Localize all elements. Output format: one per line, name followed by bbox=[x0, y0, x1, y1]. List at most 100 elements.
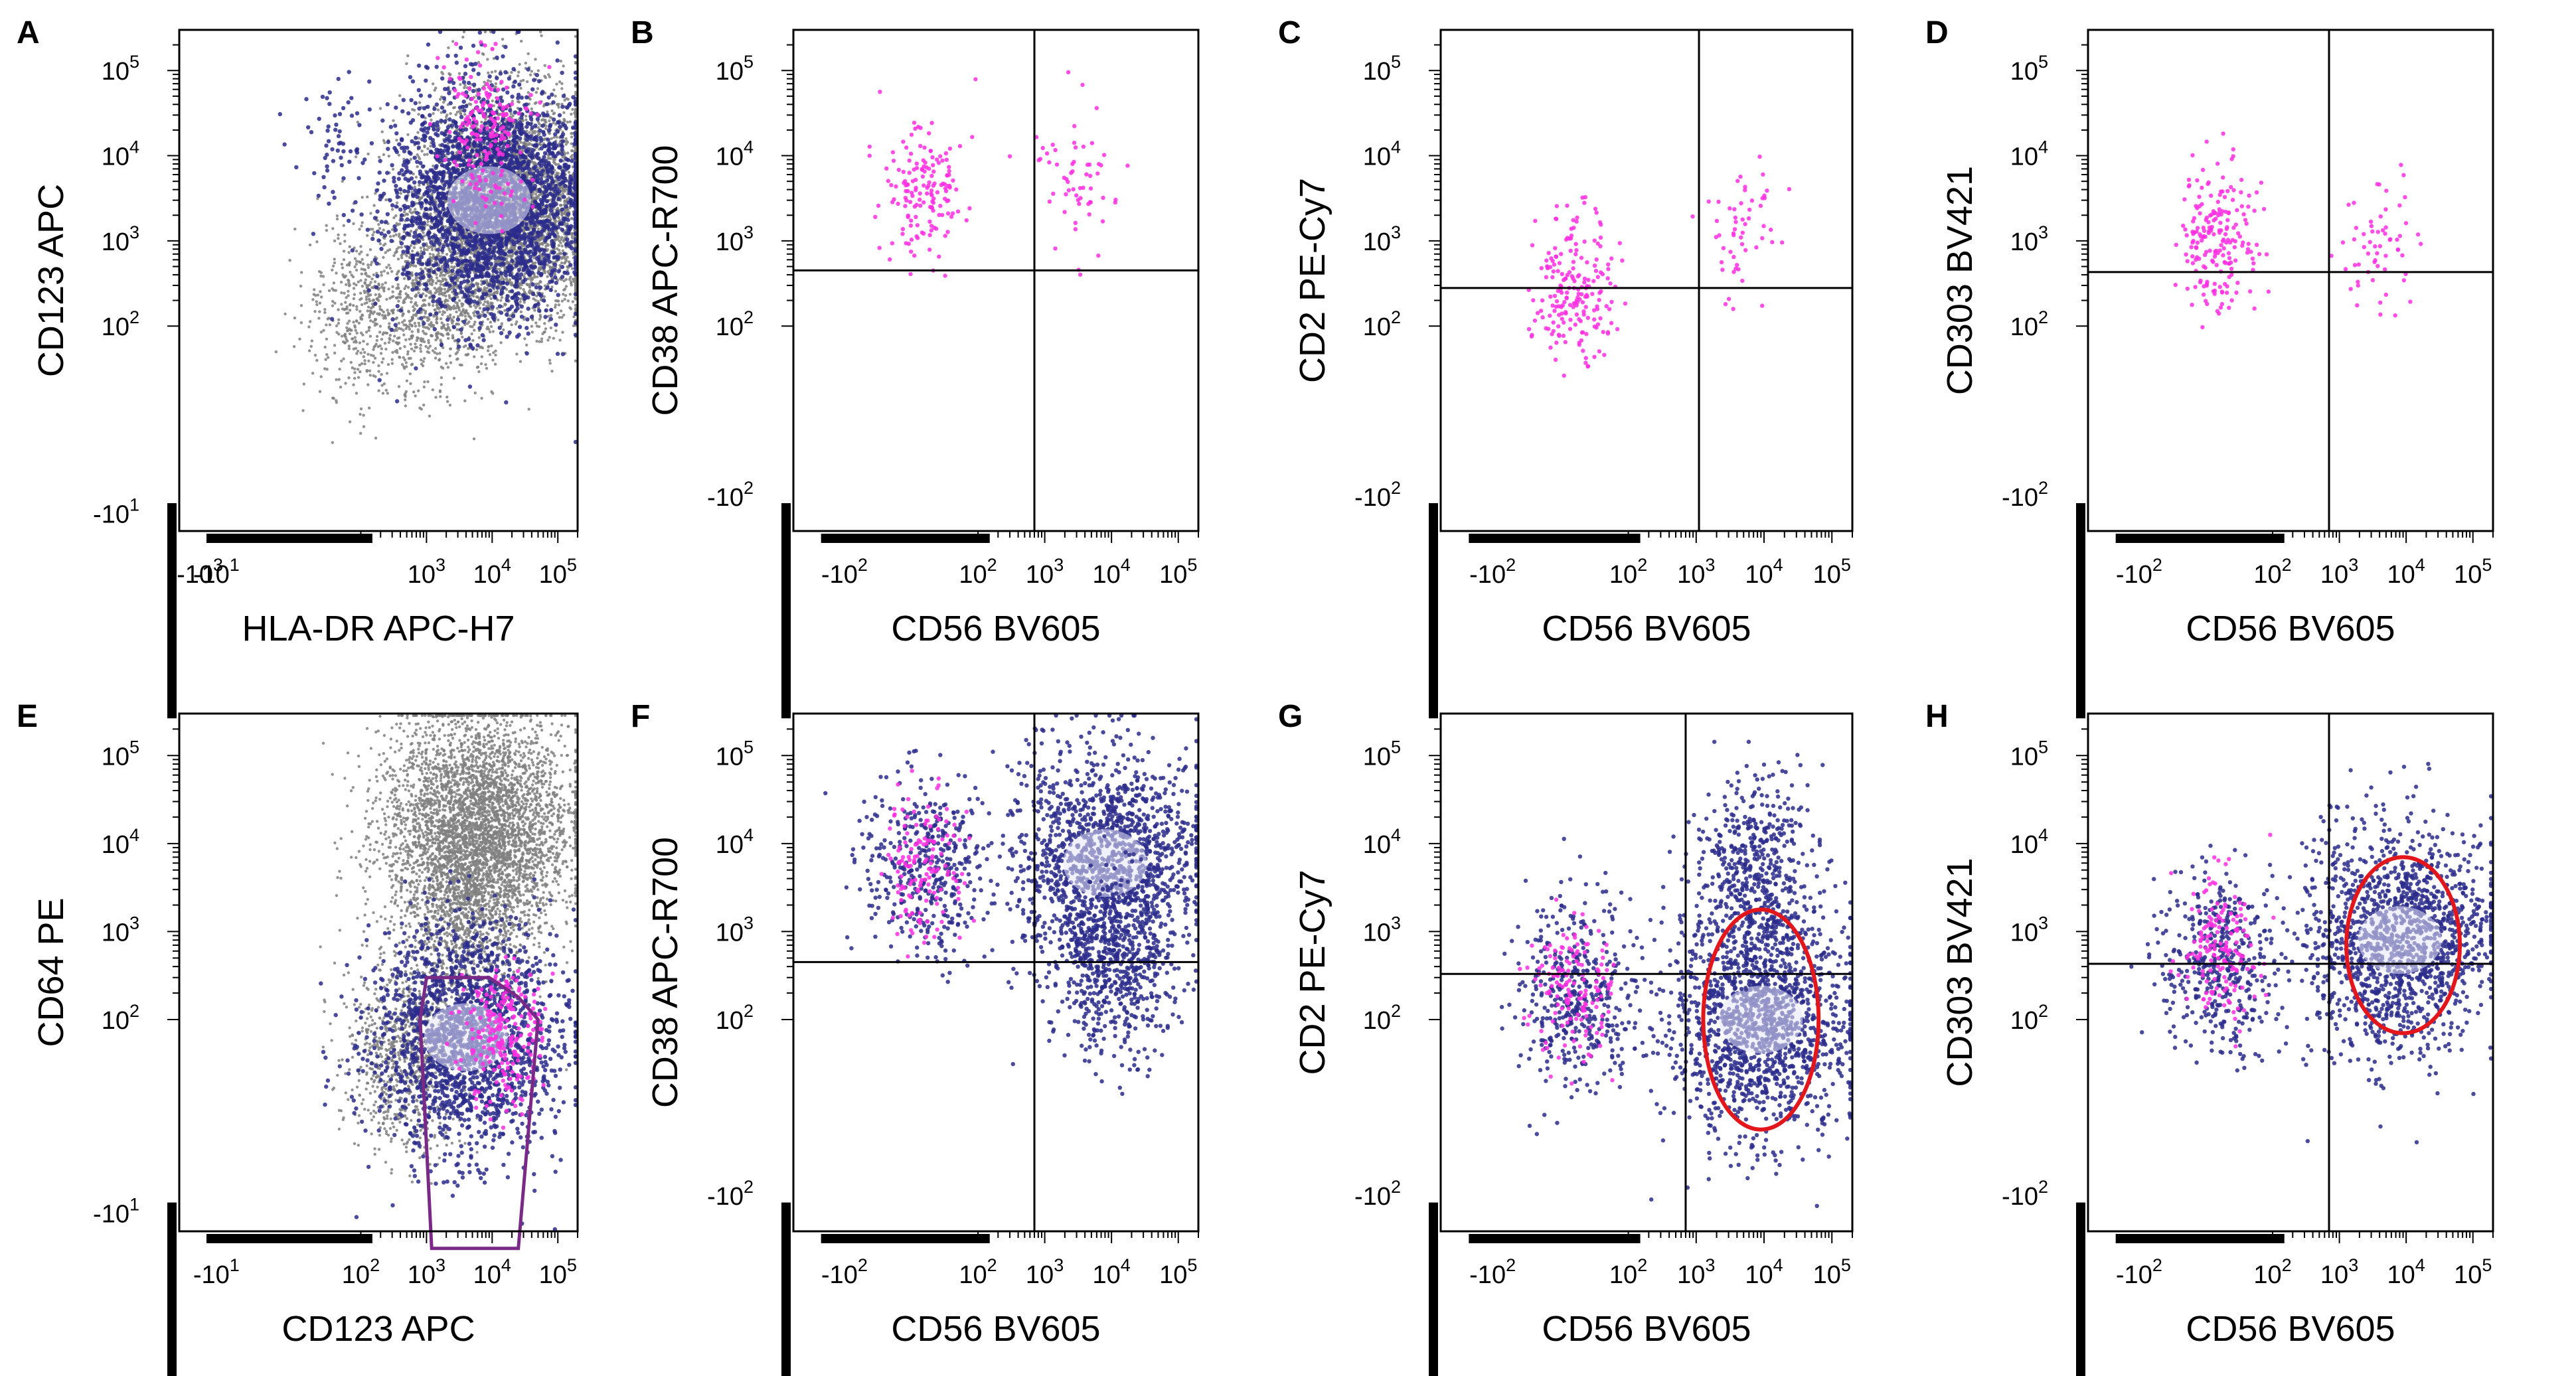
data-point-gray bbox=[446, 323, 449, 326]
data-point-gray bbox=[341, 266, 344, 269]
data-point-gray bbox=[546, 339, 549, 341]
data-point-gray bbox=[335, 271, 337, 274]
data-point-gray bbox=[534, 321, 537, 324]
data-point-gray bbox=[434, 87, 437, 90]
data-point-gray bbox=[466, 322, 469, 325]
data-point-gray bbox=[380, 384, 383, 386]
data-point-gray bbox=[347, 251, 350, 254]
data-point-gray bbox=[377, 389, 380, 392]
data-point-gray bbox=[320, 331, 323, 333]
data-point-gray bbox=[355, 250, 358, 252]
data-point-gray bbox=[367, 360, 370, 362]
data-point-gray bbox=[544, 245, 547, 248]
data-point-gray bbox=[554, 95, 556, 98]
data-point-gray bbox=[382, 256, 384, 259]
data-point-gray bbox=[426, 248, 428, 251]
data-point-gray bbox=[382, 357, 384, 360]
data-point-gray bbox=[430, 119, 432, 121]
data-point-gray bbox=[402, 323, 405, 326]
data-point-gray bbox=[354, 326, 357, 329]
data-point-gray bbox=[423, 380, 426, 383]
data-point-gray bbox=[557, 299, 560, 302]
data-point-gray bbox=[566, 121, 569, 123]
data-point-gray bbox=[447, 366, 449, 368]
data-point-gray bbox=[337, 234, 339, 236]
data-point-gray bbox=[324, 358, 327, 361]
data-point-gray bbox=[536, 197, 538, 200]
data-point-gray bbox=[475, 283, 477, 285]
data-point-gray bbox=[561, 212, 564, 214]
data-point-gray bbox=[365, 295, 368, 298]
data-point-gray bbox=[563, 298, 566, 301]
data-point-gray bbox=[416, 153, 419, 156]
data-point-gray bbox=[359, 341, 361, 344]
data-point-gray bbox=[360, 250, 362, 253]
data-point-gray bbox=[491, 100, 494, 102]
data-point-gray bbox=[426, 380, 429, 383]
data-point-gray bbox=[361, 268, 363, 270]
data-point-gray bbox=[361, 221, 364, 224]
data-point-gray bbox=[374, 437, 377, 439]
data-point-gray bbox=[496, 291, 499, 294]
data-point-gray bbox=[487, 349, 489, 352]
data-point-gray bbox=[405, 62, 408, 65]
data-point-gray bbox=[569, 275, 572, 278]
data-point-gray bbox=[566, 256, 568, 258]
data-point-gray bbox=[398, 222, 401, 225]
data-point-gray bbox=[362, 355, 365, 358]
data-point-gray bbox=[370, 277, 373, 280]
data-point-gray bbox=[377, 283, 380, 285]
data-point-gray bbox=[355, 155, 357, 158]
data-point-gray bbox=[564, 137, 567, 140]
data-point-gray bbox=[546, 304, 549, 307]
data-point-gray bbox=[558, 249, 560, 252]
data-point-gray bbox=[522, 79, 524, 82]
data-point-gray bbox=[333, 262, 336, 264]
data-point-gray bbox=[487, 79, 489, 82]
data-point-gray bbox=[343, 234, 346, 236]
data-point-gray bbox=[455, 114, 457, 116]
data-point-gray bbox=[368, 370, 371, 372]
data-point-gray bbox=[399, 290, 402, 293]
data-point-gray bbox=[340, 360, 343, 362]
data-point-gray bbox=[359, 245, 362, 248]
data-point-gray bbox=[550, 327, 552, 329]
data-point-gray bbox=[429, 253, 432, 256]
data-point-gray bbox=[309, 320, 311, 323]
data-point-gray bbox=[366, 369, 368, 372]
data-point-gray bbox=[349, 271, 351, 273]
data-point-gray bbox=[529, 74, 532, 76]
data-point-gray bbox=[327, 317, 329, 320]
data-point-gray bbox=[482, 303, 485, 306]
data-point-gray bbox=[357, 260, 360, 263]
data-point-gray bbox=[369, 293, 372, 296]
data-point-gray bbox=[536, 87, 539, 90]
data-point-gray bbox=[451, 40, 454, 42]
data-point-gray bbox=[473, 321, 476, 323]
data-point-gray bbox=[362, 414, 364, 416]
data-point-gray bbox=[366, 234, 368, 237]
data-point-gray bbox=[489, 353, 491, 356]
data-point-gray bbox=[546, 215, 549, 218]
data-point-gray bbox=[368, 326, 370, 329]
data-point-gray bbox=[562, 314, 565, 317]
data-point-gray bbox=[473, 437, 475, 440]
data-point-gray bbox=[532, 297, 534, 300]
data-point-gray bbox=[447, 46, 449, 49]
data-point-gray bbox=[367, 266, 370, 269]
data-point-gray bbox=[352, 304, 355, 307]
data-point-gray bbox=[423, 386, 426, 388]
data-point-gray bbox=[335, 399, 337, 402]
data-point-gray bbox=[491, 358, 494, 361]
data-point-gray bbox=[567, 299, 570, 302]
data-point-gray bbox=[549, 362, 552, 364]
data-point-gray bbox=[398, 385, 400, 388]
data-point-gray bbox=[569, 293, 572, 295]
data-point-gray bbox=[416, 131, 419, 133]
data-point-gray bbox=[275, 350, 278, 353]
data-point-gray bbox=[547, 73, 550, 76]
data-point-gray bbox=[300, 304, 303, 307]
data-point-gray bbox=[366, 196, 368, 198]
data-point-gray bbox=[396, 248, 398, 250]
